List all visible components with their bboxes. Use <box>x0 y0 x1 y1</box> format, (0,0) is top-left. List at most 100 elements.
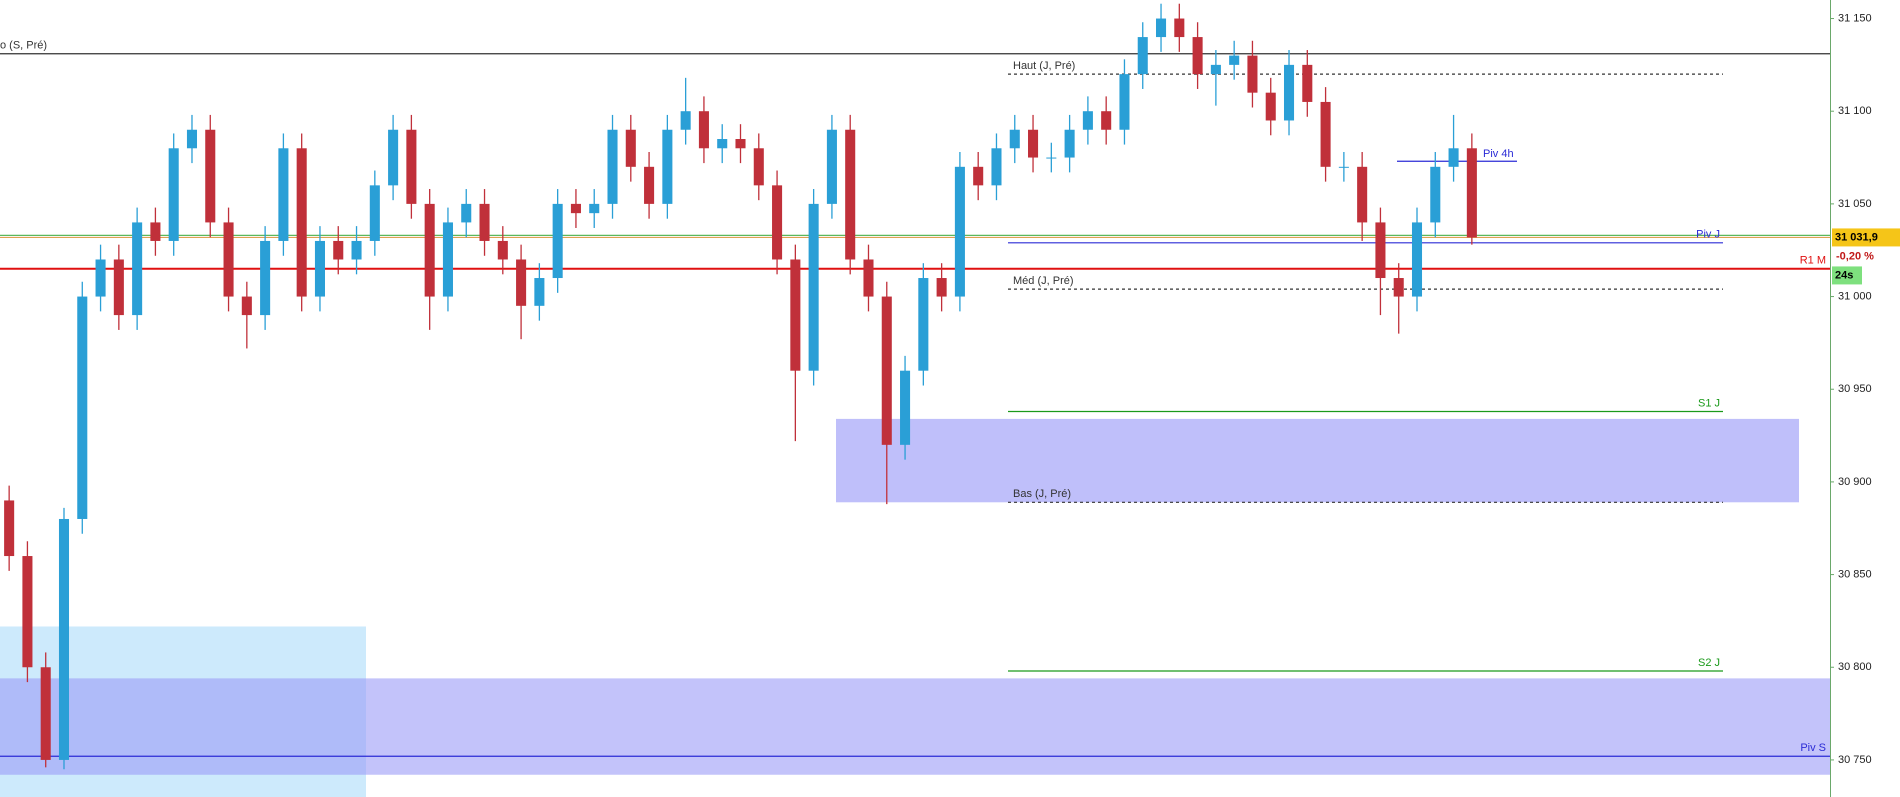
candle-body <box>570 203 581 214</box>
candle-body <box>150 222 161 241</box>
candle-body <box>351 240 362 260</box>
candle-body <box>1028 129 1039 158</box>
candle-body <box>132 222 143 316</box>
candle-body <box>241 296 252 316</box>
candle-body <box>753 148 764 186</box>
candle-body <box>1357 166 1368 223</box>
y-tick-label: 31 100 <box>1838 105 1872 117</box>
candle-body <box>790 259 801 371</box>
level-label: Piv 4h <box>1483 148 1514 160</box>
candle-body <box>40 667 51 760</box>
candle-body <box>552 203 563 279</box>
candle-body <box>479 203 490 241</box>
candle-body <box>1430 166 1441 223</box>
candle-body <box>296 148 307 297</box>
candle-body <box>717 139 728 149</box>
level-label: Haut (J, Pré) <box>1013 60 1075 72</box>
countdown-label: 24s <box>1835 269 1853 281</box>
level-label: S2 J <box>1698 657 1720 669</box>
candle-body <box>680 111 691 130</box>
y-tick-label: 30 850 <box>1838 568 1872 580</box>
candle-body <box>1009 129 1020 149</box>
candle-body <box>95 259 106 297</box>
candle-body <box>772 185 783 260</box>
y-tick-label: 30 800 <box>1838 661 1872 673</box>
y-tick-label: 30 950 <box>1838 383 1872 395</box>
candle-body <box>1247 55 1258 93</box>
candle-body <box>1466 148 1477 238</box>
y-tick-label: 31 000 <box>1838 290 1872 302</box>
level-label: Piv S <box>1800 742 1826 754</box>
candle-body <box>442 222 453 297</box>
candle-body <box>461 203 472 223</box>
candle-body <box>845 129 856 260</box>
level-label: o (S, Pré) <box>0 40 47 52</box>
candle-body <box>1393 278 1404 297</box>
candle-body <box>607 129 618 204</box>
change-label: -0,20 % <box>1836 250 1874 262</box>
candle-body <box>1082 111 1093 130</box>
level-label: S1 J <box>1698 397 1720 409</box>
candle-body <box>260 240 271 316</box>
candle-body <box>497 240 508 260</box>
candle-body <box>625 129 636 167</box>
candle-body <box>698 111 709 149</box>
candle-body <box>662 129 673 204</box>
candle-body <box>735 139 746 149</box>
candle-body <box>991 148 1002 186</box>
candle-body <box>1320 101 1331 167</box>
candle-body <box>918 278 929 371</box>
y-tick-label: 31 050 <box>1838 198 1872 210</box>
candle-body <box>1448 148 1459 167</box>
candle-body <box>1174 18 1185 38</box>
candle-body <box>881 296 892 445</box>
level-label: R1 M <box>1800 255 1826 267</box>
candle-body <box>4 500 15 557</box>
candle-body <box>973 166 984 186</box>
candle-body <box>1411 222 1423 297</box>
candle-body <box>58 518 70 760</box>
candle-body <box>1156 18 1167 38</box>
candle-body <box>1137 37 1148 75</box>
candle-body <box>1210 64 1221 75</box>
candle-body <box>900 370 911 445</box>
candle-body <box>954 166 965 297</box>
candle-body <box>936 278 947 297</box>
level-label: Piv J <box>1696 229 1720 241</box>
candle-body <box>369 185 380 241</box>
zone <box>0 678 1830 775</box>
price-badge <box>1832 228 1900 247</box>
candle-body <box>1265 92 1276 121</box>
candle-body <box>1283 64 1295 121</box>
candle-body <box>1064 129 1075 158</box>
candle-body <box>644 166 655 204</box>
candle-body <box>205 129 216 223</box>
candle-body <box>863 259 874 297</box>
candle-body <box>186 129 198 149</box>
candle-body <box>333 240 344 260</box>
candle-body <box>168 148 179 241</box>
candle-body <box>1119 74 1130 130</box>
candle-body <box>534 278 545 306</box>
y-tick-label: 30 900 <box>1838 476 1872 488</box>
candle-body <box>22 556 33 668</box>
candle-body <box>1338 166 1349 168</box>
candle-body <box>826 129 837 204</box>
candle-body <box>808 203 819 371</box>
candle-body <box>388 129 399 186</box>
y-tick-label: 31 150 <box>1838 12 1872 24</box>
y-tick-label: 30 750 <box>1838 754 1872 766</box>
candle-body <box>113 259 124 316</box>
candle-body <box>1192 37 1203 75</box>
change-badge <box>1832 247 1900 266</box>
candle-body <box>1101 111 1112 130</box>
candle-body <box>77 296 88 519</box>
candle-body <box>589 203 600 214</box>
candle-body <box>516 259 527 306</box>
zone <box>836 418 1799 503</box>
candle-body <box>278 148 289 241</box>
price-label: 31 031,9 <box>1835 231 1878 243</box>
candle-body <box>314 240 325 297</box>
